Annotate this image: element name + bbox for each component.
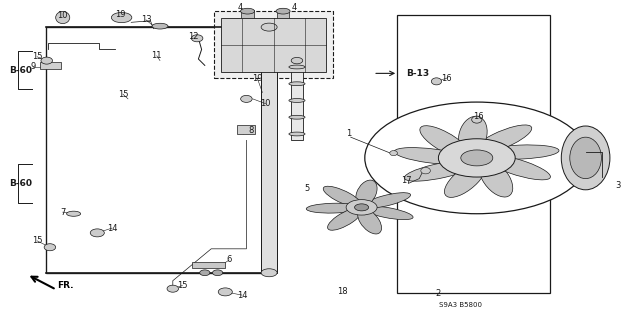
Text: 6: 6	[227, 256, 232, 264]
Ellipse shape	[444, 162, 486, 197]
Ellipse shape	[289, 82, 305, 85]
Text: 4: 4	[237, 4, 243, 12]
Ellipse shape	[404, 161, 475, 181]
Ellipse shape	[289, 65, 305, 69]
Text: FR.: FR.	[58, 281, 74, 290]
Ellipse shape	[289, 132, 305, 136]
Ellipse shape	[44, 244, 56, 251]
Bar	[221, 18, 326, 72]
Bar	[192, 262, 225, 268]
Bar	[46, 27, 273, 273]
Text: 10: 10	[58, 11, 68, 20]
Bar	[214, 11, 333, 78]
Text: S9A3 B5800: S9A3 B5800	[439, 302, 483, 308]
Ellipse shape	[41, 57, 52, 64]
Ellipse shape	[363, 193, 411, 208]
Ellipse shape	[67, 211, 81, 216]
Circle shape	[438, 139, 515, 177]
Ellipse shape	[261, 23, 277, 31]
Ellipse shape	[241, 95, 252, 102]
Ellipse shape	[570, 137, 602, 179]
Bar	[241, 10, 254, 18]
Ellipse shape	[479, 160, 513, 197]
Circle shape	[365, 102, 589, 214]
Circle shape	[111, 12, 132, 23]
Ellipse shape	[200, 270, 210, 276]
Text: B-60: B-60	[9, 66, 32, 75]
Ellipse shape	[358, 208, 381, 234]
Text: 14: 14	[237, 291, 247, 300]
Ellipse shape	[394, 148, 469, 164]
Text: 3: 3	[615, 181, 620, 189]
Bar	[276, 10, 289, 18]
Ellipse shape	[276, 8, 290, 14]
Ellipse shape	[458, 116, 487, 154]
Text: B-13: B-13	[406, 69, 429, 78]
Ellipse shape	[152, 23, 168, 29]
Ellipse shape	[90, 229, 104, 237]
Ellipse shape	[261, 269, 277, 277]
Text: 13: 13	[141, 15, 151, 24]
Bar	[40, 62, 61, 69]
Bar	[261, 27, 277, 273]
Ellipse shape	[307, 203, 359, 213]
Circle shape	[461, 150, 493, 166]
Bar	[46, 27, 273, 273]
Ellipse shape	[364, 206, 413, 220]
Text: 5: 5	[305, 184, 310, 193]
Text: 11: 11	[152, 51, 162, 60]
Text: B-60: B-60	[9, 179, 32, 188]
Text: 12: 12	[188, 32, 198, 41]
Text: 17: 17	[401, 176, 412, 185]
Text: 16: 16	[442, 74, 452, 83]
Text: 14: 14	[107, 224, 117, 233]
Ellipse shape	[167, 285, 179, 292]
Ellipse shape	[356, 180, 377, 206]
Ellipse shape	[328, 208, 362, 230]
Ellipse shape	[486, 155, 550, 180]
Circle shape	[346, 200, 377, 215]
Text: 19: 19	[115, 10, 125, 19]
Ellipse shape	[289, 99, 305, 102]
Bar	[397, 15, 550, 293]
Text: 1: 1	[346, 130, 351, 138]
Ellipse shape	[218, 288, 232, 296]
Ellipse shape	[291, 57, 303, 64]
Text: 7: 7	[60, 208, 65, 217]
Ellipse shape	[431, 78, 442, 85]
Ellipse shape	[421, 167, 431, 174]
Text: 4: 4	[292, 4, 297, 12]
Bar	[237, 125, 255, 134]
Text: 10: 10	[260, 99, 271, 108]
Text: 15: 15	[32, 236, 42, 245]
Text: 15: 15	[118, 90, 128, 99]
Ellipse shape	[420, 126, 470, 158]
Ellipse shape	[241, 8, 255, 14]
Circle shape	[355, 204, 369, 211]
Ellipse shape	[483, 145, 559, 159]
Text: 15: 15	[177, 281, 188, 290]
Ellipse shape	[474, 125, 532, 154]
Ellipse shape	[212, 270, 223, 276]
Text: 2: 2	[436, 289, 441, 298]
Bar	[291, 61, 303, 140]
Ellipse shape	[561, 126, 610, 190]
Ellipse shape	[289, 115, 305, 119]
Ellipse shape	[390, 151, 397, 156]
Ellipse shape	[472, 116, 482, 123]
Text: 19: 19	[252, 74, 262, 83]
Ellipse shape	[191, 35, 203, 42]
Text: 18: 18	[337, 287, 348, 296]
Text: 15: 15	[32, 52, 42, 61]
Ellipse shape	[323, 186, 362, 207]
Text: 16: 16	[474, 112, 484, 121]
Text: 9: 9	[31, 63, 36, 71]
Ellipse shape	[56, 11, 70, 24]
Text: 8: 8	[248, 126, 253, 135]
